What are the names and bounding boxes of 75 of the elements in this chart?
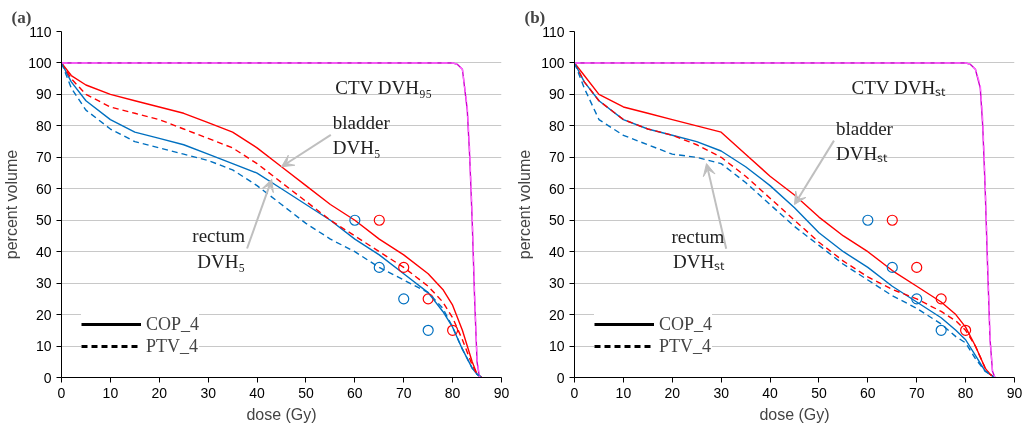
point [911,293,923,305]
y-tick-label: 70 [35,149,52,166]
point [398,261,410,273]
x-tick-label: 60 [860,384,876,401]
x-tick-label: 10 [102,384,119,401]
point [422,293,434,305]
x-tick-label: 20 [151,384,168,401]
x-tick-label: 90 [493,384,510,401]
annotation: CTV DVH₉₅ [335,76,433,98]
annotation: rectum DVHₛₜ [671,225,726,272]
annotation: bladder DVHₛₜ [835,117,894,164]
y-tick-label: 20 [35,306,52,323]
y-tick-label: 40 [548,243,565,260]
y-tick-label: 0 [556,369,565,386]
legend-label: PTV_4 [659,335,712,357]
point [349,214,361,226]
y-tick-label: 100 [541,54,565,71]
point [960,324,972,336]
chart-title: (a) [11,7,32,27]
point [911,261,923,273]
y-tick-label: 50 [35,212,52,229]
y-tick-label: 90 [35,86,52,103]
y-tick-label: 60 [35,180,52,197]
point [886,214,898,226]
chart-title: (b) [524,7,546,27]
x-tick-label: 60 [347,384,363,401]
y-tick-label: 20 [548,306,565,323]
y-tick-label: 50 [548,212,565,229]
x-tick-label: 0 [57,384,66,401]
annotation: rectum DVH₅ [192,225,246,272]
point [935,324,947,336]
x-tick-label: 90 [1006,384,1023,401]
x-tick-label: 50 [811,384,827,401]
x-tick-label: 40 [762,384,779,401]
point [422,324,434,336]
y-tick-label: 80 [35,117,52,134]
y-tick-label: 70 [548,149,565,166]
x-axis-title: dose (Gy) [246,405,317,423]
legend-label: COP_4 [146,313,200,335]
y-tick-label: 90 [548,86,565,103]
y-tick-label: 30 [548,275,565,292]
point [886,261,898,273]
x-tick-label: 50 [298,384,314,401]
legend-label: COP_4 [659,313,713,335]
y-tick-label: 10 [35,338,52,355]
x-tick-label: 70 [395,384,412,401]
y-tick-label: 80 [548,117,565,134]
point [935,293,947,305]
x-tick-label: 30 [200,384,217,401]
x-tick-label: 80 [444,384,461,401]
x-tick-label: 0 [570,384,579,401]
y-tick-label: 0 [43,369,52,386]
x-axis-title: dose (Gy) [759,405,830,423]
x-tick-label: 30 [713,384,730,401]
y-tick-label: 60 [548,180,565,197]
y-tick-label: 40 [35,243,52,260]
point [373,261,385,273]
y-tick-label: 30 [35,275,52,292]
annotation: bladder DVH₅ [332,111,391,158]
y-axis-title: percent volume [3,149,21,260]
x-tick-label: 20 [664,384,681,401]
y-tick-label: 110 [29,23,52,40]
x-tick-label: 10 [615,384,632,401]
x-tick-label: 40 [249,384,266,401]
x-tick-label: 80 [957,384,974,401]
legend-label: PTV_4 [146,335,199,357]
x-tick-label: 70 [908,384,925,401]
point [373,214,385,226]
point [447,324,459,336]
point [862,214,874,226]
y-tick-label: 100 [28,54,52,71]
point [398,293,410,305]
y-tick-label: 10 [548,338,565,355]
annotation: CTV DVHₛₜ [851,76,947,98]
y-axis-title: percent volume [516,149,534,260]
